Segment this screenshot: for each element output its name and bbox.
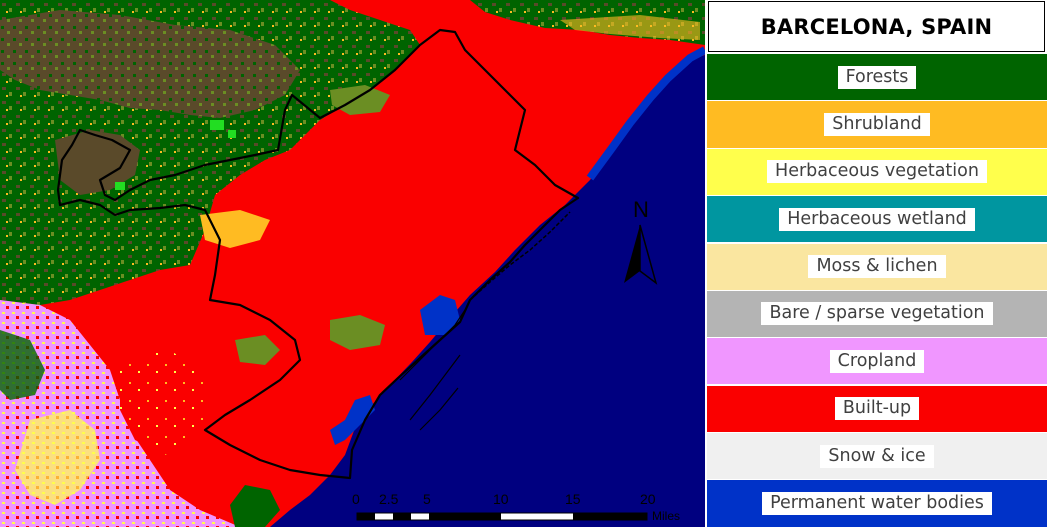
land-shrub-patch-3 <box>330 315 385 350</box>
legend-label: Forests <box>837 65 917 89</box>
port-water <box>420 295 460 335</box>
land-forest-southwest <box>0 330 45 400</box>
legend-item-cropland: Cropland <box>707 338 1047 385</box>
harbor-water <box>330 395 375 445</box>
legend-list: Forests Shrubland Herbaceous vegetation … <box>707 54 1047 527</box>
scale-label-0: 0 <box>352 491 360 507</box>
port-detail-lines <box>399 309 466 431</box>
scale-label-5: 5 <box>423 491 431 507</box>
scale-label-2-5: 2.5 <box>379 491 399 507</box>
green-patch <box>228 130 236 138</box>
legend-label: Built-up <box>834 397 920 421</box>
north-label: N <box>633 197 649 222</box>
green-patch <box>115 182 125 190</box>
legend-item-herbaceous-wetland: Herbaceous wetland <box>707 196 1047 243</box>
legend-label: Cropland <box>829 349 925 373</box>
coast-detail-line <box>469 211 571 301</box>
land-shrub-northeast <box>560 15 700 40</box>
north-arrow-icon <box>624 224 658 285</box>
scale-label-15: 15 <box>565 491 581 507</box>
land-shrub-patch-4 <box>235 335 280 365</box>
scale-label-20: 20 <box>640 491 656 507</box>
land-brown-west <box>55 130 140 195</box>
legend-label: Bare / sparse vegetation <box>761 302 993 326</box>
legend-item-bare-sparse: Bare / sparse vegetation <box>707 290 1047 338</box>
map-title: BARCELONA, SPAIN <box>708 1 1045 52</box>
legend-panel: BARCELONA, SPAIN Forests Shrubland Herba… <box>705 0 1048 527</box>
legend-item-permanent-water: Permanent water bodies <box>707 480 1047 527</box>
legend-label: Herbaceous wetland <box>779 207 975 231</box>
scale-unit: Miles <box>652 509 680 523</box>
map-canvas: N 0 2.5 5 10 15 20 Miles <box>0 0 705 527</box>
scale-label-10: 10 <box>493 491 509 507</box>
legend-item-shrubland: Shrubland <box>707 101 1047 148</box>
land-herbaceous-southwest <box>15 410 100 505</box>
land-builtup-southwest <box>120 350 210 455</box>
legend-label: Herbaceous vegetation <box>767 160 987 184</box>
land-cover-map: N 0 2.5 5 10 15 20 Miles <box>0 0 705 527</box>
legend-label: Moss & lichen <box>808 255 946 279</box>
green-patch <box>210 120 224 130</box>
legend-item-moss-lichen: Moss & lichen <box>707 243 1047 290</box>
land-shrub-patch-2 <box>330 85 390 115</box>
legend-item-snow-ice: Snow & ice <box>707 433 1047 480</box>
scale-bar: 0 2.5 5 10 15 20 Miles <box>352 491 680 523</box>
legend-label: Shrubland <box>824 112 930 136</box>
land-delta <box>230 485 280 527</box>
coastline-band <box>586 46 705 181</box>
land-shrub-fringe <box>200 210 270 248</box>
legend-item-forests: Forests <box>707 54 1047 101</box>
legend-label: Snow & ice <box>820 444 934 468</box>
land-brown-north <box>0 10 300 118</box>
legend-item-herbaceous-vegetation: Herbaceous vegetation <box>707 148 1047 195</box>
barcelona-boundary <box>56 28 580 480</box>
legend-item-built-up: Built-up <box>707 385 1047 432</box>
legend-label: Permanent water bodies <box>762 491 992 515</box>
